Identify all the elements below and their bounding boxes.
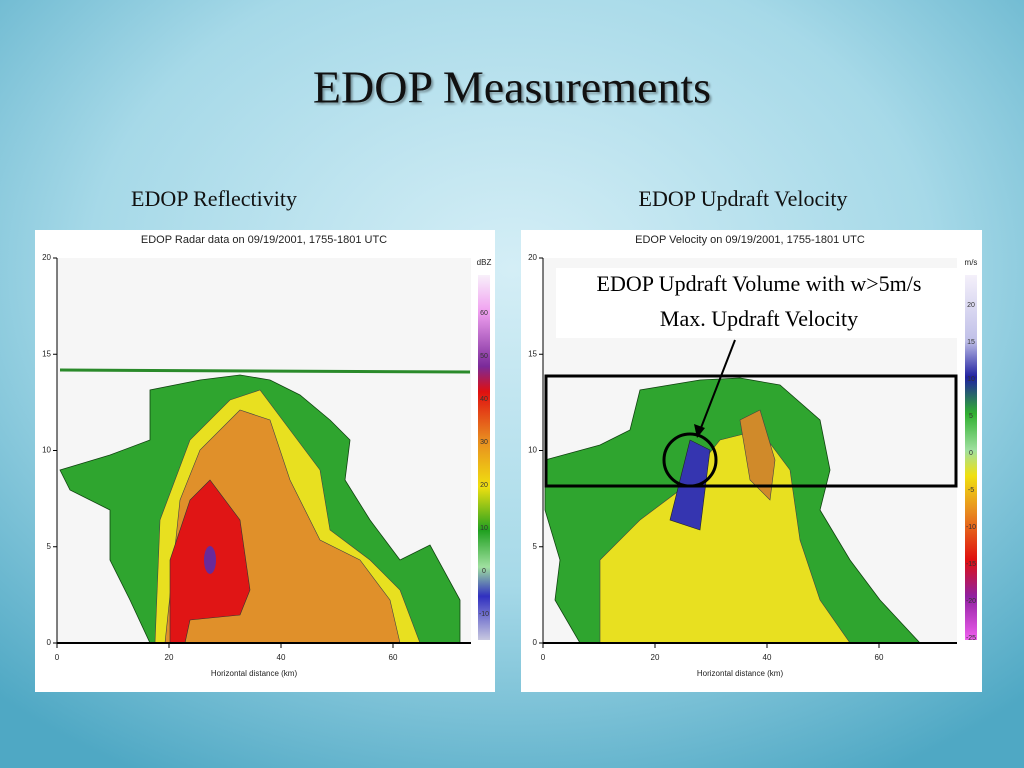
- colorbar-tick-label: -5: [968, 487, 974, 494]
- annotation-text: Max. Updraft Velocity: [660, 306, 858, 331]
- annotation-bg: [556, 268, 960, 338]
- x-tick-label: 40: [763, 653, 772, 662]
- colorbar-tick-label: 10: [480, 525, 488, 532]
- colorbar-unit: m/s: [965, 258, 978, 267]
- colorbar-tick-label: -15: [966, 561, 976, 568]
- left-caption: EDOP Reflectivity: [131, 186, 297, 211]
- annotation-arrow: [698, 339, 736, 434]
- x-tick-label: 20: [165, 653, 174, 662]
- updraft-volume-box: [544, 374, 958, 488]
- y-tick-label: 0: [47, 638, 52, 647]
- y-tick-label: 10: [528, 446, 537, 455]
- x-tick-label: 60: [875, 653, 884, 662]
- colorbar-tick-label: -20: [966, 598, 976, 605]
- max-updraft-circle: [662, 432, 718, 488]
- colorbar-tick-label: 30: [480, 439, 488, 446]
- arrow-head: [694, 424, 705, 438]
- colorbar: [478, 275, 490, 640]
- plot-title: EDOP Radar data on 09/19/2001, 1755-1801…: [141, 234, 387, 246]
- colorbar-tick-label: 50: [480, 353, 488, 360]
- x-tick-label: 0: [55, 653, 60, 662]
- y-tick-label: 20: [42, 253, 51, 262]
- x-tick-label: 0: [541, 653, 546, 662]
- velocity-orange: [739, 409, 776, 501]
- colorbar-tick-label: -10: [479, 611, 489, 618]
- colorbar-tick-label: -25: [966, 635, 976, 642]
- x-tick-label: 60: [389, 653, 398, 662]
- colorbar-tick-label: 0: [482, 568, 486, 575]
- echo-layer: [59, 368, 471, 374]
- colorbar: [965, 275, 977, 640]
- y-tick-label: 15: [42, 349, 51, 358]
- plot-title: EDOP Velocity on 09/19/2001, 1755-1801 U…: [635, 234, 865, 246]
- colorbar-tick-label: 20: [967, 302, 975, 309]
- x-tick-label: 20: [651, 653, 660, 662]
- reflectivity-core: [204, 546, 216, 574]
- y-tick-label: 5: [533, 542, 538, 551]
- y-tick-label: 15: [528, 349, 537, 358]
- colorbar-tick-label: 0: [969, 450, 973, 457]
- slide-title: EDOP Measurements: [313, 62, 711, 113]
- colorbar-tick-label: 60: [480, 310, 488, 317]
- colorbar-tick-label: 5: [969, 413, 973, 420]
- y-tick-label: 0: [533, 638, 538, 647]
- y-tick-label: 5: [47, 542, 52, 551]
- x-axis-label: Horizontal distance (km): [697, 669, 784, 678]
- annotation-text: EDOP Updraft Volume with w>5m/s: [597, 271, 922, 296]
- colorbar-tick-label: 40: [480, 396, 488, 403]
- right-caption: EDOP Updraft Velocity: [639, 186, 848, 211]
- colorbar-tick-label: 15: [967, 339, 975, 346]
- colorbar-tick-label: -10: [966, 524, 976, 531]
- colorbar-tick-label: 10: [967, 376, 975, 383]
- x-tick-label: 40: [277, 653, 286, 662]
- x-axis-label: Horizontal distance (km): [211, 669, 298, 678]
- y-tick-label: 10: [42, 446, 51, 455]
- y-tick-label: 20: [528, 253, 537, 262]
- colorbar-tick-label: 20: [480, 482, 488, 489]
- colorbar-unit: dBZ: [477, 258, 492, 267]
